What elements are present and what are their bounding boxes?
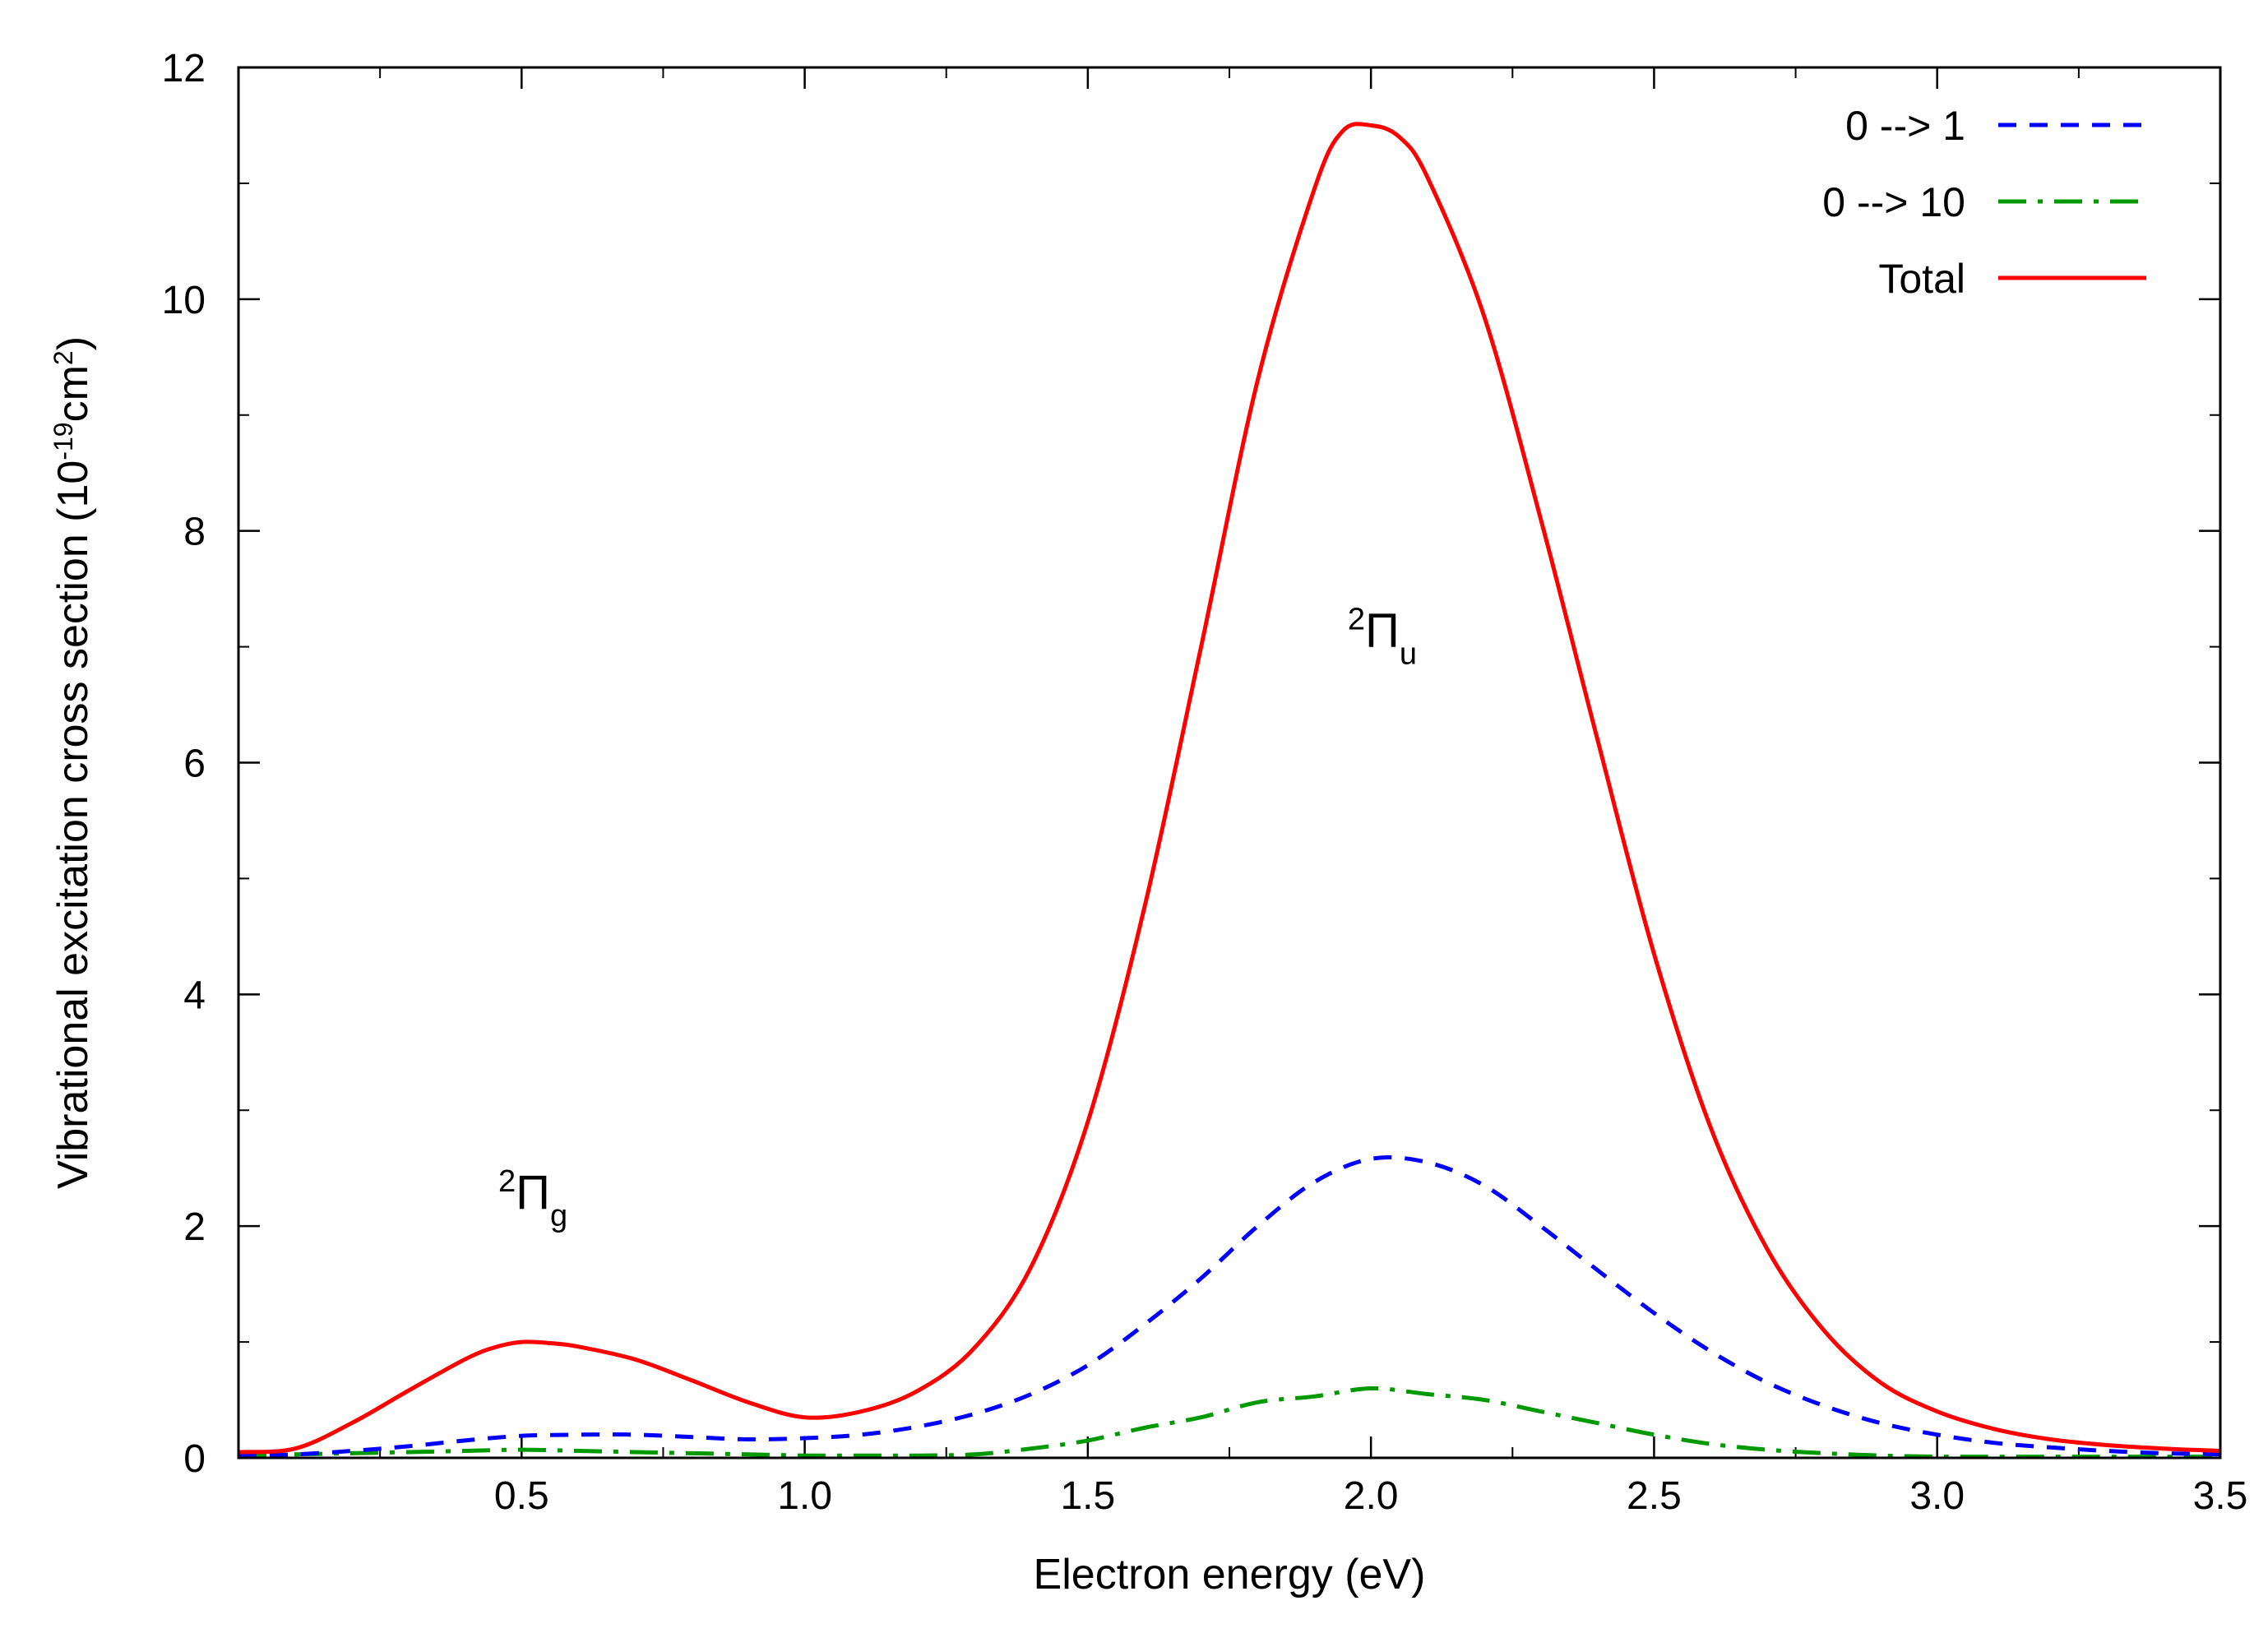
x-tick-label: 1.0 [777,1474,832,1518]
legend: 0 --> 1 0 --> 10 Total [1822,103,2146,302]
y-tick-label: 2 [183,1205,206,1249]
x-tick-label: 3.5 [2193,1474,2248,1518]
state-label-symbol: Π [516,1166,550,1219]
x-tick-label: 2.0 [1344,1474,1399,1518]
state-label-parity: g [550,1199,567,1233]
legend-label: 0 --> 1 [1845,103,1965,149]
y-tick-label: 4 [183,974,206,1017]
x-axis-title: Electron energy (eV) [1034,1551,1426,1598]
y-tick-label: 6 [183,742,206,786]
y-axis-title-text: Vibrational excitation cross section (10 [49,460,97,1189]
y-axis-title-unit-exponent: 2 [49,350,78,365]
y-axis-title: Vibrational excitation cross section (10… [49,336,97,1189]
state-label-multiplicity: 2 [1348,603,1365,637]
series-line-2 [238,122,2221,1455]
y-tick-label: 10 [162,279,206,322]
legend-label: 0 --> 10 [1822,179,1965,225]
y-tick-label: 12 [162,47,206,90]
y-axis-title-unit: cm [49,365,97,422]
y-axis-title-end: ) [49,336,97,350]
state-label-symbol: Π [1365,604,1400,658]
x-tick-label: 0.5 [494,1474,549,1518]
y-tick-label: 0 [183,1437,206,1481]
series-layer [238,122,2221,1460]
tick-layer: 0.5 1.0 1.5 2.0 2.5 3.0 3.5 0 2 4 6 8 10 12 [162,47,2248,1518]
legend-label: Total [1878,256,1965,302]
y-axis-title-exponent: -19 [49,422,78,460]
x-tick-label: 2.5 [1627,1474,1682,1518]
state-label: 2Πg [498,1164,567,1233]
state-label-parity: u [1400,637,1417,672]
plot-frame [237,66,2222,1460]
x-tick-label: 3.0 [1909,1474,1965,1518]
x-tick-label: 1.5 [1060,1474,1115,1518]
state-label-multiplicity: 2 [498,1164,516,1199]
state-label: 2Πu [1348,603,1417,672]
y-tick-label: 8 [183,511,206,554]
